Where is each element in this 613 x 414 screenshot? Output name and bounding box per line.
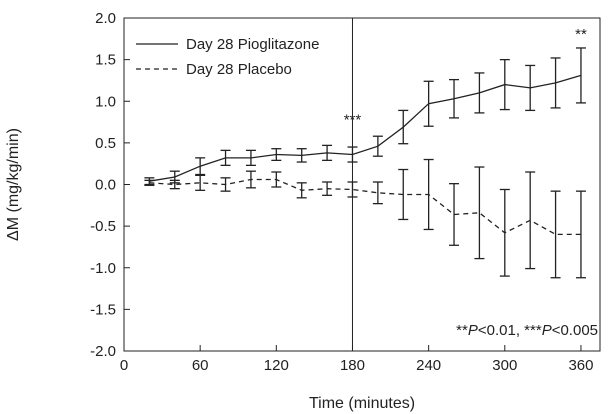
error-bar [296,182,307,199]
error-bar [169,179,180,190]
x-tick-label: 60 [192,357,209,374]
sig-stars-2: *** [524,322,542,339]
series-line [149,74,582,182]
error-bar [195,157,206,176]
error-bar [220,177,231,192]
y-tick-label: 1.5 [95,52,116,69]
legend-label-2: Day 28 Placebo [186,61,292,78]
error-bar [398,168,409,221]
x-axis-title: Time (minutes) [309,395,415,412]
error-bar [449,78,460,119]
error-bar [499,58,510,111]
series-2 [144,158,586,279]
y-tick-label: -1.5 [90,301,116,318]
y-axis-title: ΔM (mg/kg/min) [5,128,22,241]
significance-marker: ** [575,26,587,43]
x-tick-label: 120 [264,357,289,374]
error-bar [322,144,333,162]
error-bar [271,171,282,188]
error-bar [474,166,485,260]
error-bar [550,190,561,279]
y-tick-label: 1.0 [95,93,116,110]
y-tick-label: -0.5 [90,218,116,235]
error-bar [144,179,155,186]
sig-p-2: P [542,322,552,339]
y-tick-label: -1.0 [90,260,116,277]
error-bar [423,158,434,231]
x-tick-label: 360 [568,357,593,374]
annotations: ***** [344,26,587,129]
x-tick-label: 300 [492,357,517,374]
error-bar [499,188,510,277]
error-bar [347,146,358,163]
error-bar [220,149,231,167]
y-tick-label: 0.0 [95,177,116,194]
y-tick-label: 2.0 [95,10,116,27]
y-tick-label: -2.0 [90,343,116,360]
sig-value-1: <0.01, [478,322,524,339]
significance-note: **P<0.01, ***P<0.005 [456,322,598,339]
error-bar [372,181,383,205]
axes: -2.0 -1.5 -1.0 -0.5 0.0 0.5 1.0 1.5 2.0 0 60 120 180… [5,10,601,412]
error-bar [245,170,256,189]
sig-stars-1: ** [456,322,468,339]
x-tick-label: 0 [120,357,128,374]
series-line [149,178,581,236]
x-tick-label: 180 [340,357,365,374]
y-tick-label: 0.5 [95,135,116,152]
error-bar [296,148,307,163]
x-tick-label: 240 [416,357,441,374]
sig-p-1: P [468,322,478,339]
error-bar [372,135,383,157]
series-1 [144,47,586,186]
legend-label-1: Day 28 Pioglitazone [186,36,319,53]
error-bar [525,171,536,270]
error-bar [245,149,256,167]
error-bar [575,190,586,279]
sig-value-2: <0.005 [552,322,598,339]
series-group [144,47,586,279]
error-bar [398,109,409,145]
error-bar [474,72,485,114]
error-bar [575,47,586,104]
error-bar [525,64,536,112]
error-bar [550,57,561,109]
error-bar [347,181,358,198]
error-bar [271,148,282,162]
significance-marker: *** [344,112,362,129]
error-bar [449,183,460,246]
legend: Day 28 Pioglitazone Day 28 Placebo [136,36,319,78]
error-bar [322,181,333,196]
error-bar [423,80,434,127]
error-bar [195,174,206,191]
